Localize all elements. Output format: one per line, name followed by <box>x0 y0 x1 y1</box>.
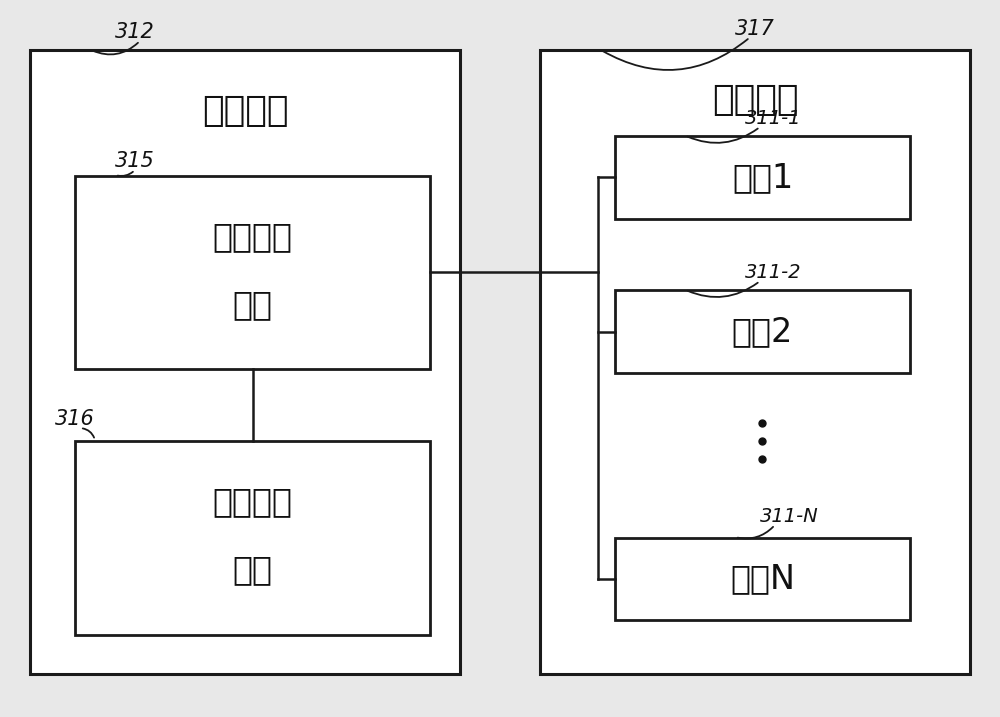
Text: 电杗2: 电杗2 <box>732 315 793 348</box>
Text: 调制设备: 调制设备 <box>202 94 288 128</box>
Text: 电杗1: 电杗1 <box>732 161 793 194</box>
Bar <box>615 136 910 219</box>
Text: 电路: 电路 <box>232 288 272 321</box>
Text: 317: 317 <box>735 19 775 39</box>
Bar <box>615 290 910 373</box>
Text: 311-1: 311-1 <box>745 109 802 128</box>
Bar <box>75 441 430 635</box>
Text: 电路: 电路 <box>232 554 272 587</box>
Text: 调制输出: 调制输出 <box>212 220 292 253</box>
Bar <box>615 538 910 620</box>
Bar <box>75 176 430 369</box>
Text: 316: 316 <box>55 409 95 429</box>
Bar <box>30 50 460 674</box>
Text: 315: 315 <box>115 151 155 171</box>
Text: 电极N: 电极N <box>730 562 795 596</box>
Text: 311-N: 311-N <box>760 507 819 526</box>
Text: 311-2: 311-2 <box>745 263 802 282</box>
Text: 引线系统: 引线系统 <box>712 83 798 118</box>
Text: 调制控制: 调制控制 <box>212 485 292 518</box>
Text: 312: 312 <box>115 22 155 42</box>
Bar <box>540 50 970 674</box>
